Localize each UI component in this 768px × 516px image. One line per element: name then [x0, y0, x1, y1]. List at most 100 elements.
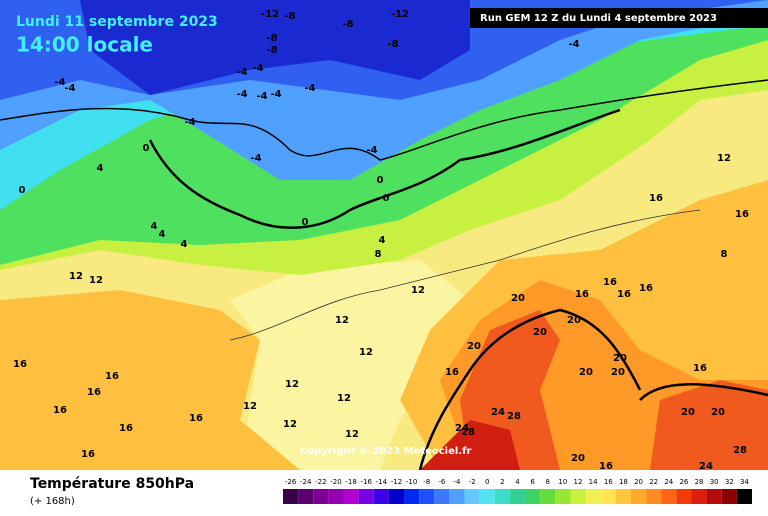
legend-label: 22: [649, 478, 658, 486]
map-background: [0, 0, 768, 471]
contour-label: -4: [64, 83, 75, 94]
legend-label: -6: [438, 478, 446, 486]
legend-label: 30: [710, 478, 719, 486]
legend-swatch: [525, 489, 541, 504]
legend-swatch: [328, 489, 344, 504]
contour-label: 28: [461, 427, 475, 438]
contour-label: 20: [571, 453, 585, 464]
contour-label: 20: [711, 407, 725, 418]
contour-label: 16: [81, 449, 95, 460]
contour-label: -8: [387, 39, 398, 50]
contour-label: 16: [575, 289, 589, 300]
legend-swatch: [736, 489, 752, 504]
contour-label: 12: [69, 271, 83, 282]
legend-label: 2: [500, 478, 504, 486]
contour-label: -8: [266, 45, 277, 56]
contour-label: -12: [391, 9, 409, 20]
legend-label: -26: [285, 478, 297, 486]
contour-label: 28: [507, 411, 521, 422]
contour-label: 12: [243, 401, 257, 412]
legend-label: -2: [469, 478, 476, 486]
contour-label: 12: [283, 419, 297, 430]
contour-label: 20: [611, 367, 625, 378]
contour-label: -4: [270, 89, 281, 100]
legend-swatch: [373, 489, 389, 504]
legend-swatch: [464, 489, 480, 504]
legend-swatch: [449, 489, 465, 504]
contour-label: 4: [181, 239, 188, 250]
legend-label: 10: [558, 478, 567, 486]
legend-swatch: [419, 489, 435, 504]
contour-label: 16: [639, 283, 653, 294]
legend-label: -24: [300, 478, 312, 486]
contour-label: 16: [189, 413, 203, 424]
legend-swatch: [388, 489, 405, 504]
contour-label: -4: [250, 153, 261, 164]
contour-label: -4: [184, 117, 195, 128]
legend-swatch: [494, 489, 510, 504]
contour-label: -4: [252, 63, 263, 74]
contour-label: -4: [304, 83, 315, 94]
time: 14:00 locale: [16, 33, 153, 57]
contour-label: 16: [87, 387, 101, 398]
legend-label: 8: [546, 478, 550, 486]
legend-label: -12: [391, 478, 402, 486]
contour-label: 8: [721, 249, 728, 260]
contour-label: 12: [345, 429, 359, 440]
contour-label: -4: [54, 77, 65, 88]
legend-swatch: [661, 489, 677, 504]
contour-label: 16: [693, 363, 707, 374]
contour-label: 12: [359, 347, 373, 358]
legend-swatch: [691, 489, 707, 504]
legend-label: 12: [574, 478, 583, 486]
contour-label: -12: [261, 9, 279, 20]
contour-label: -8: [266, 33, 277, 44]
contour-label: 12: [337, 393, 351, 404]
contour-label: 20: [613, 353, 627, 364]
legend-label: 32: [725, 478, 734, 486]
contour-label: 20: [681, 407, 695, 418]
legend-swatch: [585, 489, 601, 504]
contour-label: 16: [603, 277, 617, 288]
contour-label: 24: [455, 423, 469, 434]
contour-label: 16: [445, 367, 459, 378]
legend-swatch: [600, 489, 616, 504]
contour-label: 20: [511, 293, 525, 304]
legend-label: 6: [530, 478, 535, 486]
legend-swatch: [646, 489, 662, 504]
legend-swatch: [283, 489, 299, 504]
contour-label: 24: [699, 461, 713, 472]
contour-label: 0: [383, 193, 390, 204]
legend-swatch: [404, 489, 420, 504]
legend-swatch: [630, 489, 647, 504]
contour-label: -8: [284, 11, 295, 22]
contour-label: 28: [733, 445, 747, 456]
legend-swatch: [570, 489, 586, 504]
footer-title: Température 850hPa: [30, 476, 194, 492]
legend-label: 16: [604, 478, 613, 486]
contour-label: -4: [366, 145, 377, 156]
contour-label: 0: [377, 175, 384, 186]
legend-swatch: [509, 489, 526, 504]
contour-label: 20: [533, 327, 547, 338]
contour-label: 16: [735, 209, 749, 220]
contour-label: 12: [411, 285, 425, 296]
contour-label: 16: [13, 359, 27, 370]
legend-label: 26: [679, 478, 688, 486]
contour-label: -4: [236, 67, 247, 78]
legend-label: -18: [345, 478, 356, 486]
run-box: [470, 8, 768, 28]
legend-label: -4: [453, 478, 461, 486]
legend-label: -10: [406, 478, 417, 486]
legend-label: 14: [589, 478, 598, 486]
legend-label: -14: [376, 478, 388, 486]
contour-label: 0: [302, 217, 309, 228]
legend-swatch: [434, 489, 450, 504]
legend-label: -8: [423, 478, 430, 486]
legend-label: 4: [515, 478, 520, 486]
contour-label: -4: [568, 39, 579, 50]
legend-swatch: [676, 489, 692, 504]
legend-swatch: [615, 489, 631, 504]
contour-label: 16: [599, 461, 613, 472]
